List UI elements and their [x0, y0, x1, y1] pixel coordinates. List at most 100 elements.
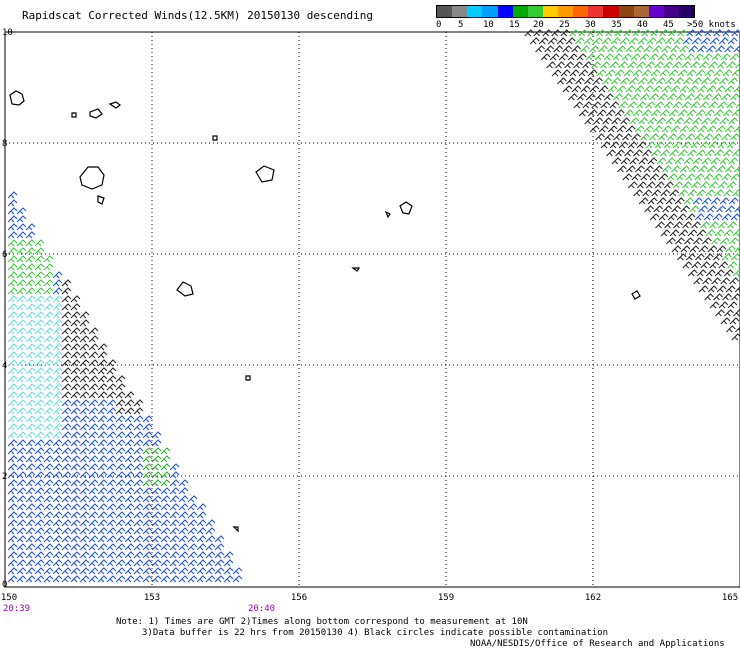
wind-barb	[658, 213, 669, 221]
wind-barb	[79, 351, 90, 359]
wind-barb	[704, 293, 714, 301]
wind-barb	[160, 567, 171, 575]
wind-barb	[25, 463, 36, 471]
wind-barb	[625, 125, 636, 133]
wind-barb	[34, 423, 45, 431]
wind-barb	[142, 423, 153, 431]
wind-barb	[133, 551, 144, 559]
wind-barb	[591, 101, 602, 109]
wind-barb	[587, 69, 598, 77]
wind-barb	[61, 279, 72, 287]
wind-barb	[178, 479, 189, 487]
wind-barb	[726, 61, 736, 69]
wind-barb	[124, 415, 135, 423]
wind-barb	[88, 439, 99, 447]
wind-barb	[689, 205, 699, 213]
wind-barb	[106, 439, 117, 447]
wind-barb	[667, 173, 678, 181]
wind-barb	[43, 543, 54, 551]
wind-barb	[575, 77, 585, 85]
wind-barb	[115, 383, 126, 391]
wind-barb	[702, 277, 712, 285]
wind-barb	[582, 101, 593, 109]
wind-barb	[70, 503, 81, 511]
wind-barb	[645, 181, 656, 189]
wind-barb	[97, 567, 108, 575]
wind-barb	[660, 149, 670, 157]
wind-barb	[708, 61, 718, 69]
wind-barb	[97, 407, 108, 415]
wind-barb	[88, 519, 99, 527]
wind-barb	[724, 45, 734, 53]
wind-barb	[16, 223, 27, 231]
wind-barb	[569, 69, 580, 77]
wind-barb	[70, 527, 81, 535]
wind-barb	[124, 479, 135, 487]
wind-barb	[52, 343, 63, 351]
wind-barb	[133, 543, 144, 551]
wind-barb	[731, 293, 740, 301]
wind-barb	[617, 165, 627, 173]
wind-barb	[562, 45, 572, 53]
wind-barb	[16, 255, 27, 263]
wind-barb	[716, 245, 727, 253]
wind-barb	[43, 391, 54, 399]
wind-barb	[717, 101, 728, 109]
wind-barb	[7, 279, 18, 287]
wind-barb	[690, 101, 701, 109]
wind-barb	[52, 279, 63, 287]
wind-barb	[666, 237, 676, 245]
x-axis-label: 159	[437, 593, 455, 603]
wind-barb	[587, 29, 598, 37]
wind-barb	[647, 157, 658, 165]
island-outline	[232, 526, 239, 533]
x-axis-label: 156	[290, 593, 308, 603]
wind-barb	[79, 327, 90, 335]
wind-barb	[7, 311, 18, 319]
wind-barb	[52, 479, 63, 487]
wind-barb	[720, 277, 730, 285]
wind-barb	[34, 575, 45, 583]
x-axis-label: 165	[721, 593, 739, 603]
legend-tick: 35	[611, 20, 622, 30]
wind-barb	[61, 551, 72, 559]
wind-barb	[142, 431, 153, 439]
wind-barb	[88, 487, 99, 495]
wind-barb	[88, 431, 99, 439]
wind-barb	[602, 117, 613, 125]
wind-barb	[52, 535, 63, 543]
wind-barb	[88, 463, 99, 471]
wind-barb	[713, 109, 724, 117]
wind-barb	[142, 527, 153, 535]
wind-barb	[61, 343, 72, 351]
wind-barb	[576, 93, 587, 101]
wind-barb	[25, 311, 36, 319]
wind-barb	[187, 559, 198, 567]
wind-barb	[61, 407, 72, 415]
wind-barb	[643, 45, 653, 53]
wind-barb	[710, 197, 721, 205]
wind-barb	[551, 69, 562, 77]
wind-barb	[678, 229, 689, 237]
wind-barb	[630, 53, 641, 61]
wind-barb	[151, 431, 162, 439]
wind-barb	[636, 181, 647, 189]
wind-barb	[709, 261, 720, 269]
wind-barb	[7, 335, 18, 343]
wind-barb	[676, 253, 687, 261]
wind-barb	[115, 439, 126, 447]
wind-barb	[678, 149, 688, 157]
wind-barb	[16, 327, 27, 335]
wind-barb	[587, 109, 598, 117]
wind-barb	[728, 117, 739, 125]
wind-barb	[88, 383, 99, 391]
wind-barb	[609, 141, 620, 149]
wind-barb	[178, 519, 189, 527]
wind-barb	[232, 567, 243, 575]
wind-barb	[672, 141, 683, 149]
wind-barb	[142, 519, 153, 527]
x-axis-label: 150	[0, 593, 18, 603]
wind-barb	[697, 85, 708, 93]
wind-barb	[70, 375, 81, 383]
wind-barb	[629, 117, 640, 125]
